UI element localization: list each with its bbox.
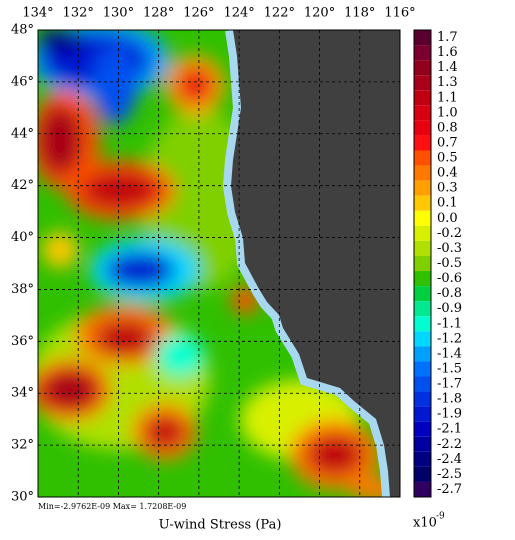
lat-tick-label: 48° [11, 23, 34, 38]
lat-tick-label: 42° [11, 178, 34, 193]
colorbar-label: 0.1 [437, 196, 458, 211]
colorbar-swatch [414, 481, 431, 497]
colorbar-swatch [414, 150, 431, 166]
plot-frame [37, 29, 401, 498]
colorbar-label: 0.5 [437, 151, 458, 166]
colorbar-swatch [414, 135, 431, 151]
colorbar-label: 1.0 [437, 105, 458, 120]
colorbar-frame [413, 29, 432, 498]
colorbar-swatch [414, 436, 431, 452]
colorbar-swatch [414, 45, 431, 61]
colorbar-label: -2.1 [437, 422, 462, 437]
colorbar-label: 1.1 [437, 90, 458, 105]
colorbar-label: -1.1 [437, 316, 462, 331]
lat-tick-label: 30° [11, 490, 34, 505]
colorbar-swatch [414, 346, 431, 362]
lon-tick-label: 132° [63, 6, 94, 21]
colorbar: 1.71.61.41.31.11.00.80.70.50.40.30.10.0-… [413, 29, 462, 498]
lon-tick-label: 122° [264, 6, 295, 21]
colorbar-swatch [414, 75, 431, 91]
lon-tick-label: 130° [103, 6, 134, 21]
stats: Min=-2.9762E-09 Max= 1.7208E-09 [38, 502, 186, 511]
land [231, 30, 400, 497]
colorbar-swatch [414, 451, 431, 467]
colorbar-swatch [414, 421, 431, 437]
colorbar-swatch [414, 120, 431, 136]
colorbar-swatch [414, 255, 431, 272]
colorbar-label: -2.2 [437, 437, 462, 452]
colorbar-label: 0.8 [437, 120, 458, 135]
colorbar-label: -2.5 [437, 467, 462, 482]
title: U-wind Stress (Pa) [159, 518, 282, 533]
lon-tick-label: 126° [183, 6, 214, 21]
colorbar-label: 1.7 [437, 30, 458, 45]
colorbar-label: -1.5 [437, 361, 462, 376]
colorbar-swatch [414, 406, 431, 422]
lat-tick-label: 34° [11, 386, 34, 401]
colorbar-swatch [414, 225, 431, 241]
colorbar-label: -0.2 [437, 226, 462, 241]
colorbar-swatch [414, 286, 431, 302]
colorbar-swatch [414, 466, 431, 482]
scale-base: x10 [413, 516, 437, 531]
scale-exponent: -9 [436, 512, 445, 522]
colorbar-swatch [414, 376, 431, 392]
colorbar-swatch [414, 180, 431, 196]
colorbar-swatch [414, 240, 431, 256]
colorbar-swatch [414, 271, 431, 287]
lon-tick-label: 120° [304, 6, 335, 21]
colorbar-label: -0.6 [437, 271, 462, 286]
colorbar-label: -1.4 [437, 346, 462, 361]
colorbar-label: 1.3 [437, 75, 458, 90]
colorbar-label: -1.9 [437, 407, 462, 422]
colorbar-label: -0.3 [437, 241, 462, 256]
lat-tick-label: 36° [11, 334, 34, 349]
lon-tick-label: 118° [344, 6, 375, 21]
colorbar-swatch [414, 60, 431, 76]
lon-tick-label: 134° [22, 6, 53, 21]
colorbar-label: 1.4 [437, 60, 458, 75]
grid [37, 29, 401, 498]
colorbar-label: 0.7 [437, 135, 458, 150]
colorbar-swatch [414, 90, 431, 106]
colorbar-label: -1.7 [437, 377, 462, 392]
colorbar-swatch [414, 361, 431, 377]
colorbar-label: 0.0 [437, 211, 458, 226]
lat-tick-label: 40° [11, 230, 34, 245]
colorbar-label: -0.9 [437, 301, 462, 316]
colorbar-swatch [414, 195, 431, 211]
colorbar-label: 0.3 [437, 181, 458, 196]
lat-tick-label: 46° [11, 74, 34, 89]
lon-tick-label: 128° [143, 6, 174, 21]
colorbar-swatch [414, 210, 431, 226]
colorbar-swatch [414, 301, 431, 317]
lat-tick-label: 32° [11, 438, 34, 453]
colorbar-swatch [414, 30, 431, 46]
field [38, 30, 400, 497]
colorbar-label: -2.4 [437, 452, 462, 467]
lon-tick-label: 124° [223, 6, 254, 21]
lon-tick-label: 116° [384, 6, 415, 21]
colorbar-swatch [414, 391, 431, 407]
lat-tick-label: 44° [11, 126, 34, 141]
colorbar-label: -1.8 [437, 392, 462, 407]
colorbar-label: -1.2 [437, 331, 462, 346]
colorbar-label: 0.4 [437, 166, 458, 181]
colorbar-label: 1.6 [437, 45, 458, 60]
colorbar-label: -0.8 [437, 286, 462, 301]
colorbar-swatch [414, 105, 431, 121]
colorbar-label: -0.5 [437, 256, 462, 271]
colorbar-swatch [414, 316, 431, 332]
colorbar-swatch [414, 331, 431, 347]
colorbar-label: -2.7 [437, 482, 462, 497]
lat-tick-label: 38° [11, 282, 34, 297]
colorbar-swatch [414, 165, 431, 181]
